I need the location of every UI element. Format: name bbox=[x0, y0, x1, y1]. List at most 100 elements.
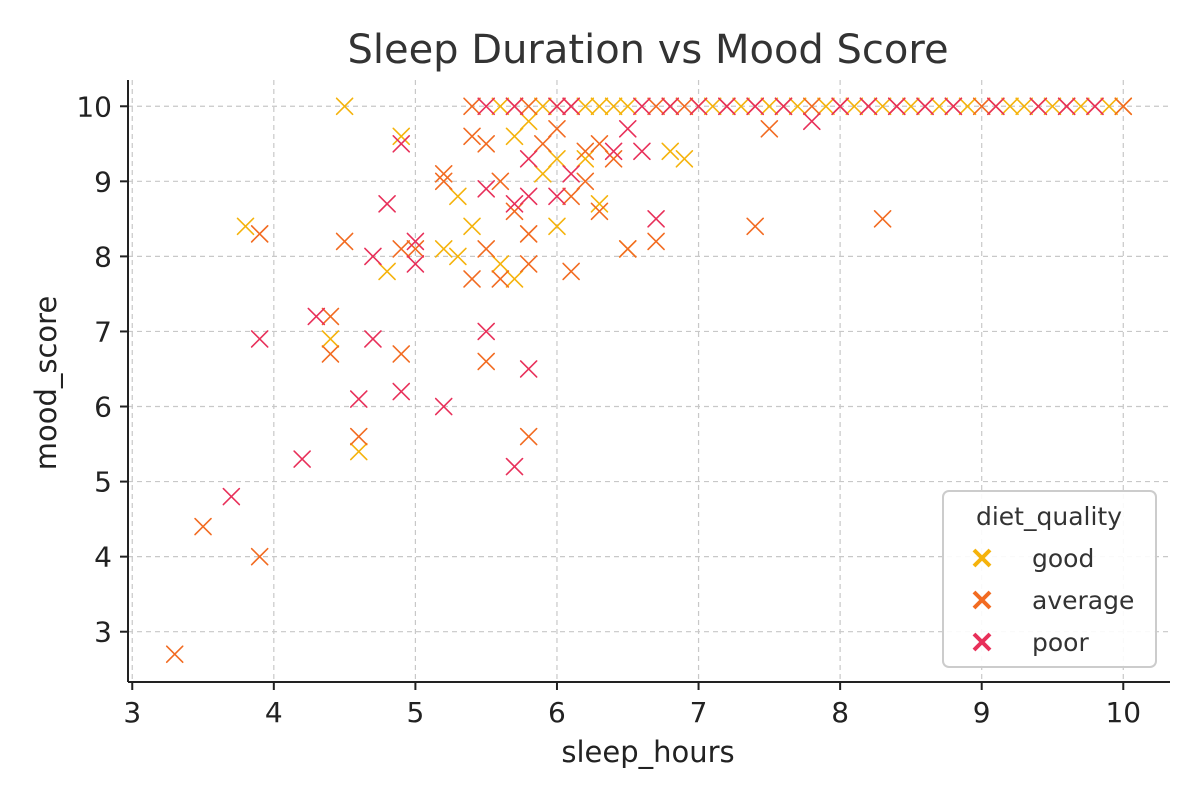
data-point bbox=[1015, 97, 1033, 116]
data-point bbox=[803, 112, 821, 131]
legend-label: poor bbox=[1032, 628, 1089, 657]
data-point bbox=[250, 547, 269, 566]
data-point bbox=[548, 187, 566, 206]
data-point bbox=[491, 270, 510, 288]
data-point bbox=[1100, 97, 1118, 116]
y-tick-label: 6 bbox=[94, 391, 112, 424]
legend-marker bbox=[972, 632, 992, 652]
data-point bbox=[392, 127, 411, 146]
data-point bbox=[732, 97, 750, 116]
data-point bbox=[590, 135, 609, 153]
data-point bbox=[406, 232, 425, 251]
x-tick-label: 7 bbox=[690, 696, 708, 729]
x-tick-label: 10 bbox=[1105, 696, 1141, 729]
data-point bbox=[817, 97, 835, 116]
data-point bbox=[364, 247, 382, 266]
data-point bbox=[661, 142, 680, 161]
data-point bbox=[930, 97, 949, 116]
data-point bbox=[392, 240, 411, 258]
data-point bbox=[1001, 97, 1019, 116]
data-point bbox=[477, 240, 495, 258]
data-point bbox=[703, 97, 722, 116]
data-point bbox=[250, 225, 269, 243]
data-point bbox=[477, 322, 495, 341]
legend-label: average bbox=[1032, 586, 1134, 615]
data-point bbox=[746, 97, 764, 116]
data-point bbox=[434, 165, 453, 183]
x-tick-label: 9 bbox=[973, 696, 991, 729]
data-point bbox=[194, 517, 212, 536]
data-point bbox=[406, 255, 425, 273]
data-point bbox=[760, 97, 779, 116]
data-point bbox=[434, 240, 453, 258]
data-point bbox=[718, 97, 736, 116]
data-point bbox=[406, 240, 425, 258]
data-point bbox=[604, 150, 623, 168]
data-point bbox=[321, 345, 340, 363]
data-point bbox=[548, 150, 566, 168]
data-point bbox=[576, 150, 595, 168]
data-point bbox=[519, 427, 538, 446]
data-point bbox=[562, 187, 580, 206]
data-point bbox=[491, 97, 510, 116]
data-point bbox=[449, 247, 467, 266]
data-point bbox=[647, 232, 665, 251]
legend-item-average: average bbox=[972, 586, 1134, 615]
data-points bbox=[165, 97, 1133, 664]
legend-marker bbox=[972, 590, 992, 610]
data-point bbox=[534, 135, 552, 153]
legend-title: diet_quality bbox=[976, 502, 1122, 531]
data-point bbox=[519, 225, 538, 243]
data-point bbox=[505, 127, 524, 146]
data-point bbox=[1086, 97, 1104, 116]
data-point bbox=[633, 97, 651, 116]
data-point bbox=[803, 97, 821, 116]
legend-items: good average poor bbox=[972, 544, 1134, 657]
data-point bbox=[307, 307, 326, 326]
data-point bbox=[887, 97, 906, 116]
data-point bbox=[392, 382, 411, 401]
data-point bbox=[505, 195, 524, 213]
data-point bbox=[618, 97, 637, 116]
series-good bbox=[236, 97, 1133, 461]
data-point bbox=[873, 97, 892, 116]
data-point bbox=[378, 195, 396, 213]
data-point bbox=[335, 97, 354, 116]
y-tick-label: 8 bbox=[94, 240, 112, 273]
data-point bbox=[1057, 97, 1076, 116]
data-point bbox=[321, 330, 340, 348]
data-point bbox=[859, 97, 878, 116]
data-point bbox=[661, 97, 680, 116]
data-point bbox=[647, 97, 665, 116]
data-point bbox=[604, 97, 623, 116]
data-point bbox=[519, 255, 538, 273]
data-point bbox=[562, 97, 580, 116]
data-point bbox=[534, 165, 552, 183]
data-point bbox=[958, 97, 977, 116]
data-point bbox=[519, 150, 538, 168]
legend-item-poor: poor bbox=[972, 628, 1089, 657]
data-point bbox=[618, 119, 637, 138]
data-point bbox=[548, 217, 566, 236]
data-point bbox=[675, 97, 694, 116]
data-point bbox=[1043, 97, 1062, 116]
data-point bbox=[590, 202, 609, 221]
data-point bbox=[873, 210, 892, 228]
data-point bbox=[916, 97, 934, 116]
x-tick-label: 3 bbox=[123, 696, 141, 729]
data-point bbox=[477, 135, 495, 153]
data-point bbox=[519, 360, 538, 378]
data-point bbox=[548, 119, 566, 138]
data-point bbox=[689, 97, 708, 116]
legend-marker bbox=[972, 548, 992, 568]
data-point bbox=[590, 195, 609, 213]
data-point bbox=[349, 442, 368, 461]
data-point bbox=[788, 97, 807, 116]
data-point bbox=[633, 142, 651, 161]
data-point bbox=[222, 487, 241, 506]
data-point bbox=[477, 180, 495, 198]
data-point bbox=[378, 262, 396, 281]
data-point bbox=[576, 172, 595, 191]
x-tick-label: 4 bbox=[265, 696, 283, 729]
